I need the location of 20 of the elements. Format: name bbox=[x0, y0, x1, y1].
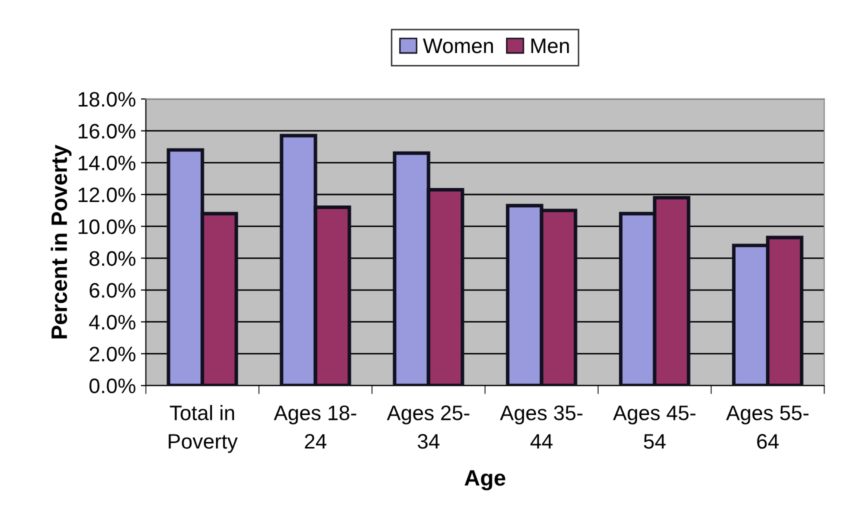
x-tick-label: Total in Poverty bbox=[168, 404, 238, 453]
y-tick-label: 6.0% bbox=[90, 283, 136, 298]
legend-label: Women bbox=[422, 38, 493, 54]
y-tick-label: 10.0% bbox=[78, 219, 136, 234]
x-tick-label: Ages 45- 54 bbox=[613, 406, 696, 449]
legend-label: Men bbox=[531, 38, 569, 54]
x-tick-label: Ages 35- 44 bbox=[500, 406, 582, 449]
y-tick-label: 8.0% bbox=[90, 251, 136, 266]
y-axis-title: Percent in Poverty bbox=[50, 144, 72, 338]
x-tick-label: Ages 18- 24 bbox=[274, 406, 356, 449]
y-tick-label: 4.0% bbox=[89, 314, 136, 330]
y-tick-label: 0.0% bbox=[89, 378, 136, 394]
x-tick-label: Ages 55- 64 bbox=[726, 406, 808, 449]
y-tick-label: 16.0% bbox=[78, 124, 136, 139]
y-tick-label: 14.0% bbox=[78, 156, 136, 170]
y-tick-label: 18.0% bbox=[78, 92, 136, 107]
y-tick-label: 2.0% bbox=[90, 346, 136, 362]
x-axis-title: Age bbox=[464, 470, 506, 490]
y-tick-label: 12.0% bbox=[78, 188, 136, 202]
x-tick-label: Ages 25- 34 bbox=[386, 406, 470, 449]
